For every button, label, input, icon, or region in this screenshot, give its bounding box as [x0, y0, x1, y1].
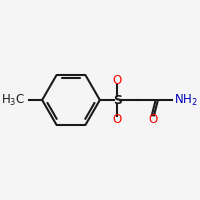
Text: O: O: [148, 113, 158, 126]
Text: O: O: [113, 113, 122, 126]
Text: NH$_2$: NH$_2$: [174, 92, 198, 108]
Text: S: S: [113, 94, 122, 107]
Text: O: O: [113, 74, 122, 87]
Text: H$_3$C: H$_3$C: [1, 92, 26, 108]
